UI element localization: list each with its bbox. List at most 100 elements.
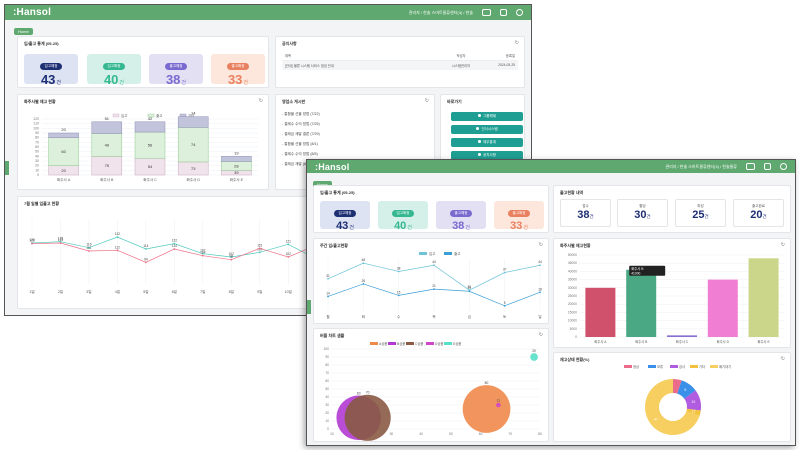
- outbound-picking[interactable]: 피킹 25건: [675, 199, 726, 227]
- y-tick-label: 15000: [568, 310, 577, 314]
- breadcrumb-home[interactable]: Home: [14, 28, 33, 35]
- x-tick-label: 4일: [115, 289, 120, 294]
- refresh-icon[interactable]: ↻: [424, 98, 429, 104]
- legend-label: E상품: [453, 341, 461, 346]
- home-icon[interactable]: [746, 163, 755, 170]
- legend-label: 입고: [121, 113, 128, 118]
- y-tick-label: 5000: [570, 327, 578, 331]
- data-label: 37: [503, 268, 507, 272]
- data-label: 116: [86, 243, 91, 247]
- bar-segment: [134, 131, 166, 159]
- data-label: 15: [397, 290, 401, 294]
- weekly-line-chart: 월 화 수 목 금 토 일 입고 출고 31 46 38 44 20 37 44 14 26 15 21 19 5 18: [326, 251, 542, 319]
- data-label: 107: [200, 249, 206, 253]
- stat-outbound-planned[interactable]: 출고예정 38건: [149, 54, 203, 86]
- tooltip-box: [629, 265, 666, 276]
- data-label: 20: [532, 349, 536, 353]
- data-point: [173, 242, 176, 245]
- inout-stats-title: 입/출고 통계 (05-25): [320, 190, 355, 195]
- side-toggle-tab[interactable]: [307, 300, 311, 314]
- shortcut-group-button[interactable]: 그룹해제: [451, 112, 523, 121]
- notice-row[interactable]: [안내] 물류 시스템 서비스 점검 안내 시스템관리자 2024-05-25: [282, 61, 518, 70]
- board-item[interactable]: - 결제금 재발 (8/8): [282, 162, 311, 166]
- shortcut-recognition-button[interactable]: 인식시스템: [451, 125, 523, 134]
- app-logo[interactable]: :Hansol: [13, 7, 52, 18]
- y-tick-label: 25000: [568, 294, 577, 298]
- front-window: :Hansol 관리자 / 한솔 스마트물류센터(3) / 한솔물류 Home …: [306, 159, 796, 446]
- data-label: 54: [148, 164, 153, 169]
- x-tick-label: 화주사 A: [57, 177, 71, 182]
- data-label: 70: [366, 391, 370, 395]
- data-label: 98: [230, 255, 234, 259]
- gear-icon[interactable]: [780, 163, 787, 170]
- grid-icon[interactable]: [500, 9, 507, 16]
- data-label: 10: [691, 400, 695, 404]
- y-tick-label: 50: [325, 387, 329, 391]
- shortcut-finance-button[interactable]: 재무통계: [451, 138, 523, 147]
- legend-swatch: [388, 342, 396, 345]
- refresh-icon[interactable]: ↻: [258, 98, 263, 104]
- data-point: [433, 288, 435, 291]
- y-tick-label: 30000: [568, 286, 577, 290]
- data-point: [362, 283, 365, 285]
- data-label: 125: [58, 237, 64, 241]
- data-label: 123: [58, 238, 64, 242]
- board-item[interactable]: - 통합물 선물 방법 (8/1): [282, 142, 318, 146]
- stat-inbound-confirmed[interactable]: 입고확정 40건: [378, 201, 428, 232]
- donut-slice: [686, 408, 701, 416]
- top-bar: :Hansol 관리자 / 한솔 스마트물류센터(3) / 한솔물류: [307, 160, 795, 173]
- bubble: [344, 394, 391, 441]
- bar: [667, 335, 697, 337]
- stat-outbound-confirmed[interactable]: 출고확정 33건: [211, 54, 265, 86]
- legend-label: D상품: [435, 341, 443, 346]
- data-label: 102: [229, 252, 235, 256]
- refresh-icon[interactable]: ↻: [538, 242, 543, 248]
- x-tick-label: 금: [468, 315, 472, 319]
- x-tick-label: 3일: [86, 289, 91, 294]
- refresh-icon[interactable]: ↻: [780, 356, 785, 362]
- data-label: 114: [172, 244, 177, 248]
- y-tick-label: 35000: [568, 278, 577, 282]
- donut-slice: [645, 379, 700, 435]
- stat-inbound-planned[interactable]: 입고예정 43건: [24, 54, 78, 86]
- breadcrumb-home[interactable]: Home: [313, 181, 332, 188]
- outbound-received[interactable]: 접수 38건: [560, 199, 611, 227]
- legend-label: C상품: [415, 341, 423, 346]
- outbound-allocated[interactable]: 할당 30건: [617, 199, 668, 227]
- data-point: [539, 264, 541, 267]
- gear-icon[interactable]: [516, 9, 523, 16]
- stat-outbound-confirmed[interactable]: 출고확정 33건: [494, 201, 544, 232]
- board-item[interactable]: - 결제금 재발 결론 (7/29): [282, 132, 320, 136]
- bubble-chart: 01020304050607080901001020304050607080A상…: [323, 341, 542, 441]
- x-tick-label: 10일: [285, 289, 292, 294]
- data-label: 114: [143, 244, 148, 248]
- data-label: 132: [115, 232, 121, 236]
- board-item[interactable]: - 결제수 수익 방법 (7/25): [282, 122, 320, 126]
- donut-chart-title: 재고상태 현황(%): [560, 357, 590, 362]
- outbound-complete[interactable]: 출고완료 20건: [733, 199, 784, 227]
- stat-inbound-planned[interactable]: 입고예정 43건: [320, 201, 370, 232]
- y-tick-label: 60: [35, 145, 39, 149]
- data-label: 51: [105, 116, 110, 121]
- app-logo[interactable]: :Hansol: [315, 161, 350, 172]
- board-item[interactable]: - 결제수 수익 방법 (8/5): [282, 152, 318, 156]
- weekly-chart-title: 주간 입/출고현황: [320, 243, 348, 248]
- refresh-icon[interactable]: ↻: [514, 40, 519, 46]
- legend-label: 출고: [454, 251, 461, 256]
- refresh-icon[interactable]: ↻: [780, 242, 785, 248]
- grid-icon[interactable]: [764, 163, 771, 170]
- data-point: [287, 243, 290, 246]
- board-item[interactable]: - 통합물 선물 방법 (7/22): [282, 112, 320, 116]
- stockbar-card: 화주사별 재고현황 ↻ 0 5000 10000 15000 20000 25000 300…: [553, 238, 791, 348]
- legend-swatch: [112, 113, 120, 118]
- shortcut-notice-button[interactable]: 공지사항: [451, 151, 523, 160]
- legend-swatch: [444, 342, 452, 345]
- stat-outbound-planned[interactable]: 출고예정 38건: [436, 201, 486, 232]
- home-icon[interactable]: [482, 9, 491, 16]
- refresh-icon[interactable]: ↻: [538, 332, 543, 338]
- data-point: [201, 252, 204, 255]
- legend-swatch: [419, 252, 427, 255]
- stat-inbound-confirmed[interactable]: 입고확정 40건: [87, 54, 141, 86]
- side-toggle-tab[interactable]: [5, 161, 9, 175]
- x-tick-label: 9일: [257, 289, 262, 294]
